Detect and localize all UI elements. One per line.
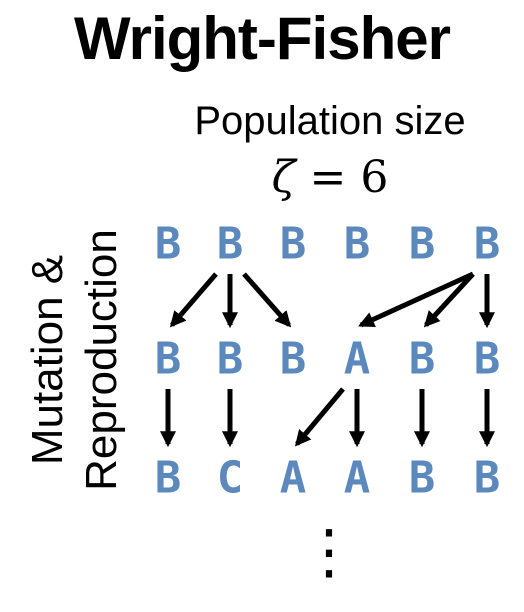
allele-gen1-pos1: B bbox=[155, 219, 182, 270]
inheritance-arrow-gen1-from6-to5 bbox=[423, 272, 475, 328]
allele-gen2-pos3: B bbox=[280, 334, 307, 385]
equation-variable: ζ bbox=[271, 152, 296, 203]
population-size-label: Population size bbox=[194, 99, 466, 143]
allele-gen1-pos3: B bbox=[280, 219, 307, 270]
continuation-dots: ⋮ bbox=[299, 517, 359, 587]
allele-gen3-pos4: A bbox=[344, 453, 371, 504]
allele-gen3-pos3: A bbox=[280, 453, 307, 504]
population-size-equation: ζ = 6 bbox=[150, 150, 510, 206]
equation-operator: = bbox=[309, 152, 347, 203]
allele-gen3-pos5: B bbox=[409, 453, 436, 504]
inheritance-arrow-gen1-from2-to1 bbox=[169, 272, 218, 328]
equation-value: 6 bbox=[360, 152, 389, 203]
allele-gen2-pos4: A bbox=[344, 334, 371, 385]
allele-gen2-pos5: B bbox=[409, 334, 436, 385]
allele-gen1-pos5: B bbox=[409, 219, 436, 270]
allele-gen2-pos6: B bbox=[474, 334, 501, 385]
inheritance-arrows bbox=[159, 271, 496, 448]
allele-gen3-pos6: B bbox=[474, 453, 501, 504]
inheritance-arrow-gen2-from4-to3 bbox=[294, 387, 345, 447]
allele-gen1-pos4: B bbox=[344, 219, 371, 270]
allele-gen3-pos2: C bbox=[217, 453, 244, 504]
diagram-title: Wright-Fisher bbox=[74, 5, 451, 72]
inheritance-arrow-gen1-from2-to3 bbox=[242, 272, 292, 328]
allele-gen3-pos1: B bbox=[155, 453, 182, 504]
inheritance-arrow-gen1-from6-to4 bbox=[358, 271, 475, 328]
allele-gen2-pos1: B bbox=[155, 334, 182, 385]
allele-letters: B B B B B BB B B A B BB C A A B B bbox=[155, 219, 501, 504]
allele-gen2-pos2: B bbox=[217, 334, 244, 385]
allele-gen1-pos6: B bbox=[474, 219, 501, 270]
allele-gen1-pos2: B bbox=[217, 219, 244, 270]
